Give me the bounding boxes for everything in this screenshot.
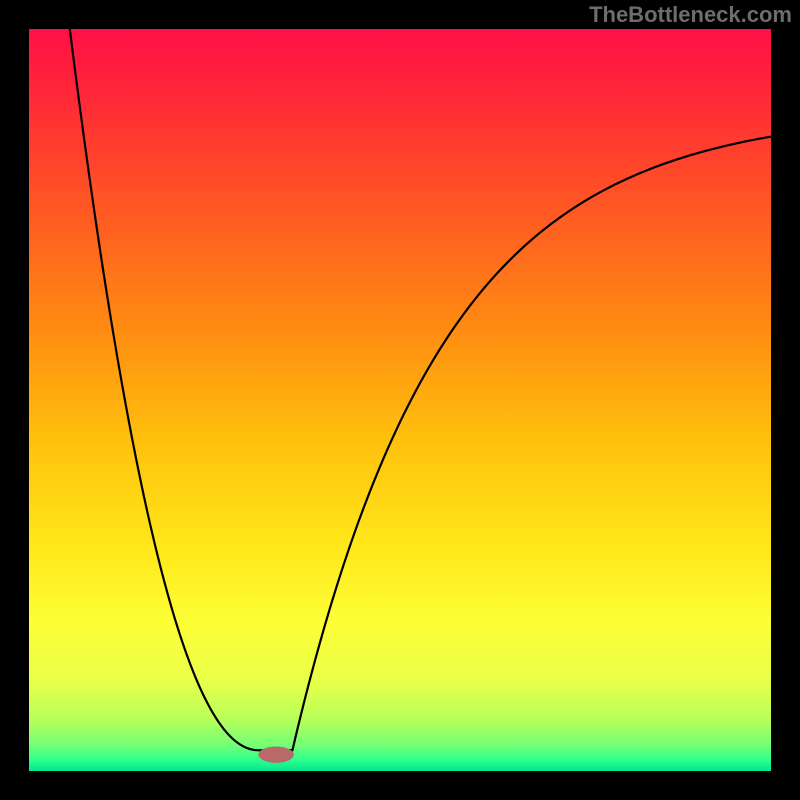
chart-container: TheBottleneck.com — [0, 0, 800, 800]
plot-svg — [29, 29, 771, 771]
plot-area — [29, 29, 771, 771]
gradient-background — [29, 29, 771, 771]
attribution-label: TheBottleneck.com — [589, 2, 792, 28]
optimum-marker — [258, 747, 294, 763]
